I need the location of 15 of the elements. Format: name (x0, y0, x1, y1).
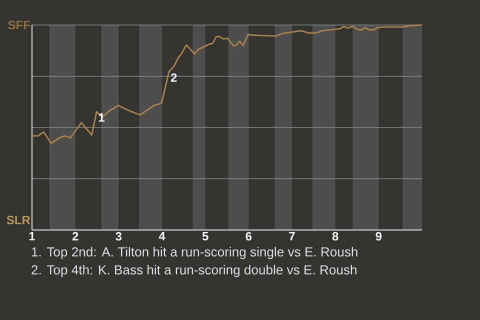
x-tick-label: 8 (332, 232, 338, 241)
text: 1. Top 2nd: A. Tilton hit a run-scoring single vs E. Roush (32, 246, 358, 260)
x-tick-label: 4 (158, 232, 166, 240)
x-tick-label: 5 (202, 232, 208, 240)
x-tick-label: 1 (29, 232, 35, 240)
annotation: 1 (98, 113, 104, 122)
x-tick-label: 7 (289, 232, 295, 240)
x-tick-label: 6 (246, 232, 252, 241)
text: SLR (6, 216, 30, 224)
x-tick-label: 2 (72, 232, 78, 240)
annotation: 2 (170, 73, 177, 82)
x-tick-label: 9 (376, 232, 382, 241)
x-tick-label: 3 (116, 232, 122, 241)
text: 2. Top 4th: K. Bass hit a run-scoring double vs E. Roush (32, 264, 356, 278)
text: SFF (8, 20, 30, 30)
